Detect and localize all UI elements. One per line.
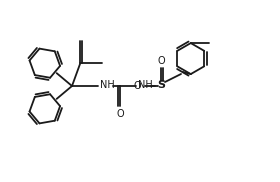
Text: NH: NH	[138, 80, 153, 90]
Text: O: O	[157, 56, 165, 66]
Text: O: O	[133, 81, 141, 91]
Text: S: S	[157, 80, 165, 90]
Text: O: O	[116, 109, 124, 119]
Text: NH: NH	[100, 80, 115, 90]
